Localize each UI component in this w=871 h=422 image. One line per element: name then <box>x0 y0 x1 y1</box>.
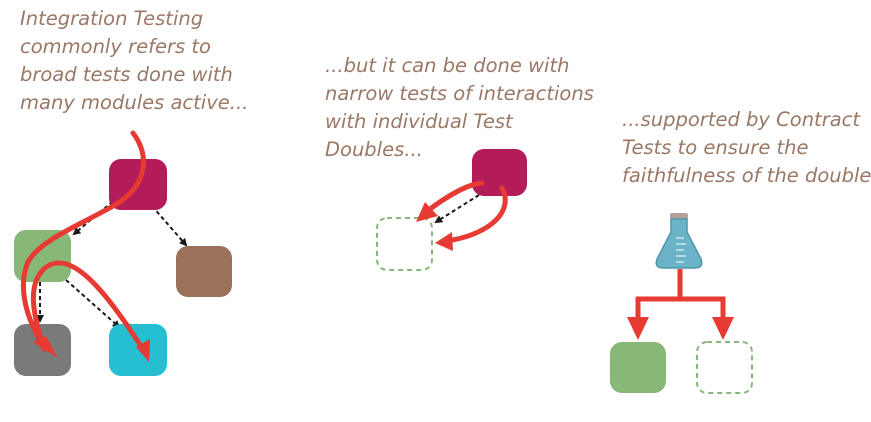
dependency-arrow <box>151 205 188 247</box>
red-arrowhead <box>712 317 734 340</box>
broad-test-path <box>20 130 147 349</box>
red-arrowhead <box>136 339 150 362</box>
right-green-module <box>610 342 666 393</box>
right-caption: ...supported by Contract Tests to ensure… <box>622 106 871 190</box>
left-caption: Integration Testing commonly refers to b… <box>20 5 248 117</box>
dependency-arrow <box>65 279 121 329</box>
middle-caption: ...but it can be done with narrow tests … <box>325 52 594 164</box>
left-cyan-module <box>109 324 167 376</box>
left-brown-module <box>176 246 232 297</box>
caption-line: faithfulness of the double <box>622 164 871 187</box>
caption-line: narrow tests of interactions <box>325 82 594 105</box>
middle-module <box>472 149 527 196</box>
caption-line: Integration Testing <box>20 7 204 30</box>
caption-line: ...supported by Contract <box>622 108 861 131</box>
red-arrowhead <box>416 202 438 222</box>
contract-flask-icon <box>655 213 703 269</box>
red-arrowhead <box>33 336 58 358</box>
red-arrowhead <box>435 232 453 251</box>
narrow-test-path <box>423 180 485 215</box>
middle-test-double <box>376 217 433 271</box>
left-green-module <box>14 230 71 282</box>
narrow-test-path <box>444 185 508 244</box>
broad-test-path <box>30 260 150 359</box>
red-arrowhead <box>627 317 649 340</box>
dependency-arrow <box>434 194 480 224</box>
caption-line: with individual Test <box>325 110 513 133</box>
right-test-double <box>696 341 753 394</box>
caption-line: ...but it can be done with <box>325 54 570 77</box>
caption-line: commonly refers to <box>20 35 211 58</box>
caption-line: broad tests done with <box>20 63 233 86</box>
caption-line: Tests to ensure the <box>622 136 809 159</box>
caption-line: Doubles... <box>325 138 423 161</box>
contract-connector <box>627 269 734 340</box>
caption-line: many modules active... <box>20 91 249 114</box>
